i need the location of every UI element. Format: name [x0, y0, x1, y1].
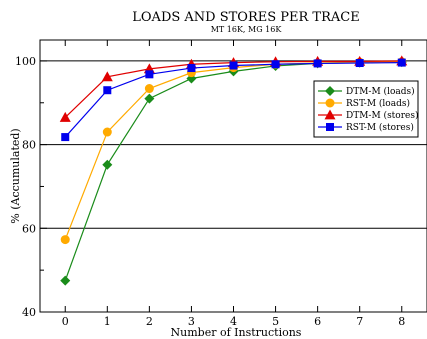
x-axis-label: Number of Instructions: [171, 326, 302, 339]
data-point: [313, 59, 322, 68]
data-point: [145, 70, 154, 79]
x-tick-label: 8: [398, 315, 405, 328]
data-point: [60, 275, 71, 286]
legend-item: DTM-M (loads): [318, 86, 415, 97]
x-tick-label: 3: [188, 315, 195, 328]
data-point: [355, 59, 364, 68]
legend-item: DTM-M (stores): [318, 109, 418, 121]
x-tick-label: 7: [356, 315, 363, 328]
y-tick-label: 40: [22, 306, 36, 319]
data-point: [397, 58, 406, 67]
data-point: [144, 93, 155, 104]
x-tick-label: 1: [104, 315, 111, 328]
chart-subtitle: MT 16K, MG 16K: [211, 25, 283, 34]
legend-marker: [325, 98, 335, 108]
y-tick-label: 60: [22, 222, 36, 235]
y-axis-label: % (Accumulated): [9, 128, 22, 223]
x-tick-label: 5: [272, 315, 279, 328]
legend-label: RST-M (stores): [346, 122, 414, 133]
data-point: [144, 84, 154, 94]
legend-marker: [324, 109, 336, 120]
data-point: [187, 64, 196, 73]
series-rst-m-stores: [61, 58, 406, 142]
chart-title: LOADS AND STORES PER TRACE: [132, 10, 359, 25]
legend: DTM-M (loads)RST-M (loads)DTM-M (stores)…: [313, 80, 419, 138]
axis-ticks: 0 1 2 3 4 5 6 7 8 40 60 80 100: [15, 40, 405, 328]
data-point: [271, 60, 280, 69]
x-tick-label: 6: [314, 315, 321, 328]
data-point: [102, 127, 112, 137]
legend-marker: [326, 123, 334, 131]
data-point: [103, 86, 112, 95]
legend-item: RST-M (stores): [318, 122, 414, 133]
data-point: [60, 235, 70, 245]
data-point: [61, 133, 70, 142]
data-point: [229, 61, 238, 70]
legend-item: RST-M (loads): [318, 98, 410, 109]
legend-label: DTM-M (loads): [346, 86, 415, 97]
y-tick-label: 80: [22, 139, 36, 152]
legend-label: RST-M (loads): [346, 98, 410, 109]
data-point: [59, 111, 71, 122]
legend-marker: [325, 86, 335, 96]
x-tick-label: 0: [62, 315, 69, 328]
x-tick-label: 2: [146, 315, 153, 328]
series-layer: [59, 55, 408, 286]
y-tick-label: 100: [15, 55, 36, 68]
data-point: [101, 71, 113, 82]
data-point: [102, 159, 113, 170]
x-tick-label: 4: [230, 315, 237, 328]
legend-label: DTM-M (stores): [346, 110, 418, 121]
